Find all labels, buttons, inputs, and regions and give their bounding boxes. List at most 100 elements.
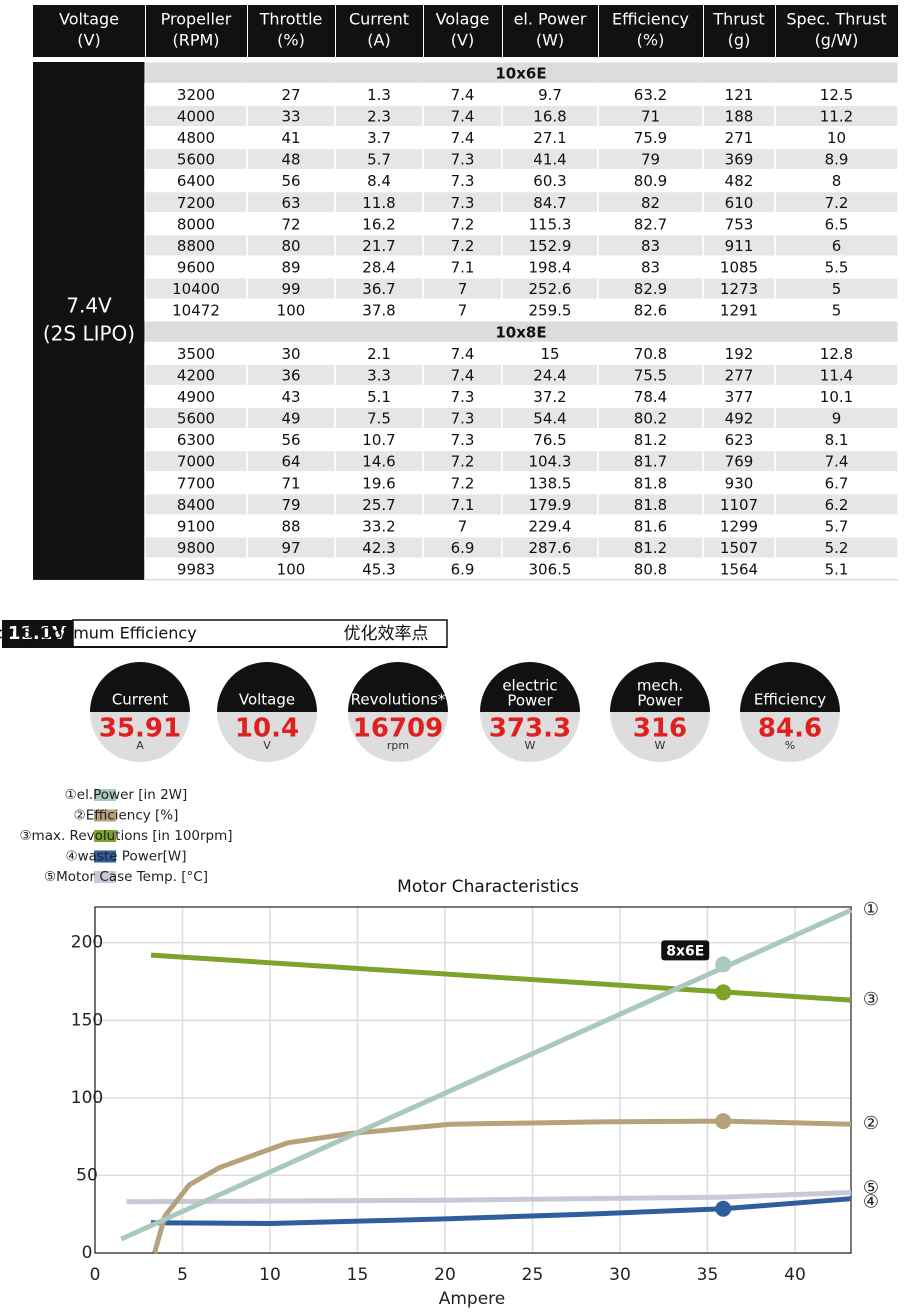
cell-text: 5.2 xyxy=(825,539,849,557)
x-tick-label: 10 xyxy=(259,1265,281,1285)
series-line xyxy=(126,1189,852,1205)
header-cell xyxy=(776,5,898,57)
cell-text: 1107 xyxy=(720,496,758,514)
cell-text: 82.7 xyxy=(634,215,667,233)
cell-text: 89 xyxy=(281,259,300,277)
cell-text: 99 xyxy=(281,280,300,298)
end-label: ⑤ xyxy=(863,1177,879,1198)
gauge-value: 35.91 xyxy=(99,714,181,744)
cell-text: 492 xyxy=(725,410,754,428)
gauge-unit: W xyxy=(655,739,666,752)
header-text: Voltage xyxy=(59,10,119,29)
header-text: Thrust xyxy=(712,10,764,29)
legend-swatch xyxy=(94,850,116,863)
cell-text: 7.2 xyxy=(451,474,475,492)
y-tick-label: 150 xyxy=(71,1010,103,1030)
highlight-marker xyxy=(715,1113,732,1130)
cell-text: 83 xyxy=(641,237,660,255)
cell-text: 56 xyxy=(281,431,300,449)
cell-text: 41 xyxy=(281,129,300,147)
cell-text: 138.5 xyxy=(529,474,572,492)
cell-text: 60.3 xyxy=(533,172,566,190)
gauge-label: mech. xyxy=(637,677,683,695)
cell-text: 5.7 xyxy=(825,517,849,535)
cell-text: 14.6 xyxy=(362,453,395,471)
x-tick-label: 5 xyxy=(177,1265,188,1285)
cell-text: 7.1 xyxy=(451,496,475,514)
cell-text: 24.4 xyxy=(533,366,566,384)
cell-text: 49 xyxy=(281,410,300,428)
cell-text: 610 xyxy=(725,194,754,212)
gauge-unit: W xyxy=(525,739,536,752)
gauge-bottom xyxy=(740,712,840,762)
gauge-bottom xyxy=(348,712,448,762)
header-text: (A) xyxy=(367,31,390,50)
cell-text: 769 xyxy=(725,453,754,471)
cell-text: 9983 xyxy=(177,561,215,579)
cell-text: 56 xyxy=(281,172,300,190)
cell-text: 5600 xyxy=(177,151,215,169)
gauge-label: Efficiency xyxy=(754,691,826,709)
cell-text: 377 xyxy=(725,388,754,406)
cell-text: 5600 xyxy=(177,410,215,428)
legend-label: ③max. Revolutions [in 100rpm] xyxy=(19,828,232,844)
cell-text: 1291 xyxy=(720,302,758,320)
voltage-cell xyxy=(33,62,145,580)
header-cell xyxy=(599,5,703,57)
cell-text: 88 xyxy=(281,517,300,535)
header-text: Spec. Thrust xyxy=(786,10,886,29)
cell-text: 81.2 xyxy=(634,539,667,557)
cell-text: 30 xyxy=(281,345,300,363)
cell-text: 7.4 xyxy=(451,107,475,125)
gauge-bottom xyxy=(217,712,317,762)
legend-swatch xyxy=(94,871,116,883)
opt-title: Motor @ Optimum Efficiency xyxy=(0,624,197,643)
cell-text: 48 xyxy=(281,151,300,169)
cell-text: 71 xyxy=(641,107,660,125)
voltage-text: 7.4V xyxy=(66,293,112,317)
cell-text: 369 xyxy=(725,151,754,169)
cell-text: 7200 xyxy=(177,194,215,212)
header-cell xyxy=(248,5,335,57)
gauge-label: electric xyxy=(502,677,557,695)
gauge-label: Power xyxy=(637,692,683,710)
cell-text: 81.8 xyxy=(634,496,667,514)
cell-text: 45.3 xyxy=(362,561,395,579)
cell-text: 71 xyxy=(281,474,300,492)
cell-text: 8.1 xyxy=(825,431,849,449)
cell-text: 81.2 xyxy=(634,431,667,449)
gauge-top xyxy=(90,662,190,712)
header-text: (V) xyxy=(451,31,474,50)
cell-text: 42.3 xyxy=(362,539,395,557)
header-text: el. Power xyxy=(514,10,587,29)
gauge-value: 84.6 xyxy=(758,714,822,744)
end-label: ④ xyxy=(863,1191,879,1212)
cell-text: 8400 xyxy=(177,496,215,514)
cell-text: 179.9 xyxy=(529,496,572,514)
header-text: Volage xyxy=(436,10,490,29)
cell-text: 27.1 xyxy=(533,129,566,147)
cell-text: 7.2 xyxy=(451,215,475,233)
series-line xyxy=(150,1196,852,1227)
header-text: (%) xyxy=(277,31,305,50)
cell-text: 76.5 xyxy=(533,431,566,449)
cell-text: 3.3 xyxy=(367,366,391,384)
legend-swatch xyxy=(94,789,116,801)
cell-text: 7000 xyxy=(177,453,215,471)
cell-text: 7.5 xyxy=(367,410,391,428)
cell-text: 80.9 xyxy=(634,172,667,190)
cell-text: 482 xyxy=(725,172,754,190)
cell-text: 81.7 xyxy=(634,453,667,471)
gauge-label: Current xyxy=(112,691,168,709)
cell-text: 7.4 xyxy=(451,86,475,104)
cell-text: 623 xyxy=(725,431,754,449)
cell-text: 7700 xyxy=(177,474,215,492)
cell-text: 80.2 xyxy=(634,410,667,428)
cell-text: 36.7 xyxy=(362,280,395,298)
x-tick-label: 35 xyxy=(697,1265,719,1285)
cell-text: 4800 xyxy=(177,129,215,147)
cell-text: 198.4 xyxy=(529,259,572,277)
cell-text: 5.1 xyxy=(825,561,849,579)
cell-text: 6.9 xyxy=(451,561,475,579)
